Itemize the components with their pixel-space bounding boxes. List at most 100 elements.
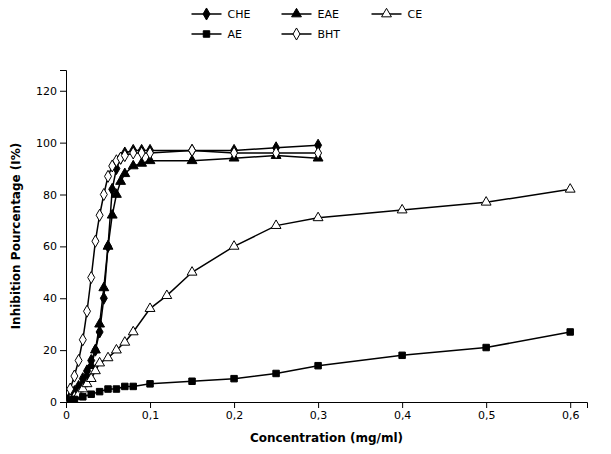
legend-swatch [203, 31, 209, 37]
y-axis-tick-label: 80 [43, 189, 57, 202]
y-axis-tick-mark [60, 298, 66, 299]
x-axis-tick-mark [318, 402, 319, 408]
series-point [71, 370, 78, 382]
x-axis-tick: 0,1 [142, 402, 160, 422]
series [67, 329, 573, 402]
series-point [271, 220, 281, 229]
series-point [189, 144, 196, 156]
series [67, 139, 322, 402]
legend-label: CE [408, 8, 423, 21]
series-point [111, 189, 121, 198]
y-axis-tick: 60 [43, 240, 66, 253]
y-axis-tick: 0 [50, 396, 66, 409]
y-axis-tick: 20 [43, 344, 66, 357]
y-axis-tick-mark [60, 246, 66, 247]
series-point [105, 170, 112, 182]
series-point [88, 391, 94, 397]
series-point [145, 303, 155, 312]
series-point [481, 197, 491, 206]
chart-container: 00,10,20,30,40,50,6020406080100120Concen… [0, 0, 611, 454]
series-point [189, 378, 195, 384]
y-axis-tick-label: 20 [43, 344, 57, 357]
series-point [71, 396, 77, 402]
series-point [147, 147, 154, 159]
y-axis-tick-mark [60, 91, 66, 92]
legend-item: AE [192, 28, 243, 41]
series-point [80, 394, 86, 400]
series-point [113, 386, 119, 392]
series-point [122, 383, 128, 389]
legend-swatch [382, 8, 392, 17]
y-axis-tick-label: 60 [43, 240, 57, 253]
legend: CHE EAE CE AE BHT [192, 8, 423, 41]
x-axis-tick-label: 0,3 [310, 409, 328, 422]
y-axis-tick: 120 [36, 85, 66, 98]
chart: 00,10,20,30,40,50,6020406080100120Concen… [0, 0, 611, 454]
y-axis-tick-label: 120 [36, 85, 57, 98]
series-point [90, 344, 100, 353]
y-axis-tick-mark [60, 350, 66, 351]
series-point [120, 168, 130, 177]
series-point [95, 357, 105, 366]
y-axis-tick-mark [60, 195, 66, 196]
series-point [90, 365, 100, 374]
legend-swatch [292, 8, 302, 17]
series-point [313, 212, 323, 221]
legend-label: EAE [318, 8, 339, 21]
x-axis-tick: 0,6 [562, 402, 580, 422]
series-point [231, 147, 238, 159]
x-axis-tick: 0,3 [310, 402, 328, 422]
series-point [189, 144, 196, 156]
series-point [315, 362, 321, 368]
x-axis-tick-mark [486, 402, 487, 408]
data-area [66, 139, 575, 402]
series-point [147, 381, 153, 387]
series-point [88, 271, 95, 283]
series-point [105, 386, 111, 392]
legend-swatch [293, 28, 300, 40]
x-axis-tick-mark [402, 402, 403, 408]
x-axis-tick-mark [570, 402, 571, 408]
series-point [231, 375, 237, 381]
legend-label: CHE [228, 8, 251, 21]
series [67, 144, 322, 395]
series-point [99, 282, 109, 291]
legend-label: AE [228, 28, 243, 41]
series-point [187, 267, 197, 276]
series-point [315, 147, 322, 159]
x-axis-title: Concentration (mg/ml) [250, 431, 403, 445]
series-point [107, 210, 117, 219]
legend-item: CHE [192, 8, 251, 21]
series-point [121, 150, 128, 162]
series [66, 184, 575, 402]
y-axis-line [60, 71, 67, 403]
y-axis-tick: 80 [43, 189, 66, 202]
series-point [397, 204, 407, 213]
series-line [70, 332, 570, 399]
y-axis-tick-mark [60, 143, 66, 144]
legend-item: BHT [282, 28, 341, 41]
series-point [399, 352, 405, 358]
x-axis-line [67, 403, 588, 409]
x-axis-tick-label: 0,2 [226, 409, 244, 422]
plot: 00,10,20,30,40,50,6020406080100120Concen… [9, 71, 588, 446]
y-axis: 020406080100120 [36, 71, 67, 410]
x-axis: 0 0,1 0,2 0,3 0,4 0,5 0,6 [63, 402, 588, 422]
x-axis-tick: 0,4 [394, 402, 412, 422]
series-point [130, 383, 136, 389]
series-point [162, 290, 172, 299]
y-axis-title: Inhibition Pourcentage (I%) [9, 143, 23, 330]
series-point [567, 329, 573, 335]
series-point [120, 337, 130, 346]
series [66, 150, 323, 400]
series-point [483, 344, 489, 350]
x-axis-tick: 0,5 [478, 402, 496, 422]
x-axis-tick-label: 0 [63, 409, 70, 422]
x-axis-tick-label: 0,1 [142, 409, 160, 422]
series-line [70, 145, 318, 397]
series-point [84, 305, 91, 317]
y-axis-tick-label: 40 [43, 292, 57, 305]
legend-swatch [203, 8, 210, 20]
series-point [273, 147, 280, 159]
series-line [70, 150, 318, 389]
